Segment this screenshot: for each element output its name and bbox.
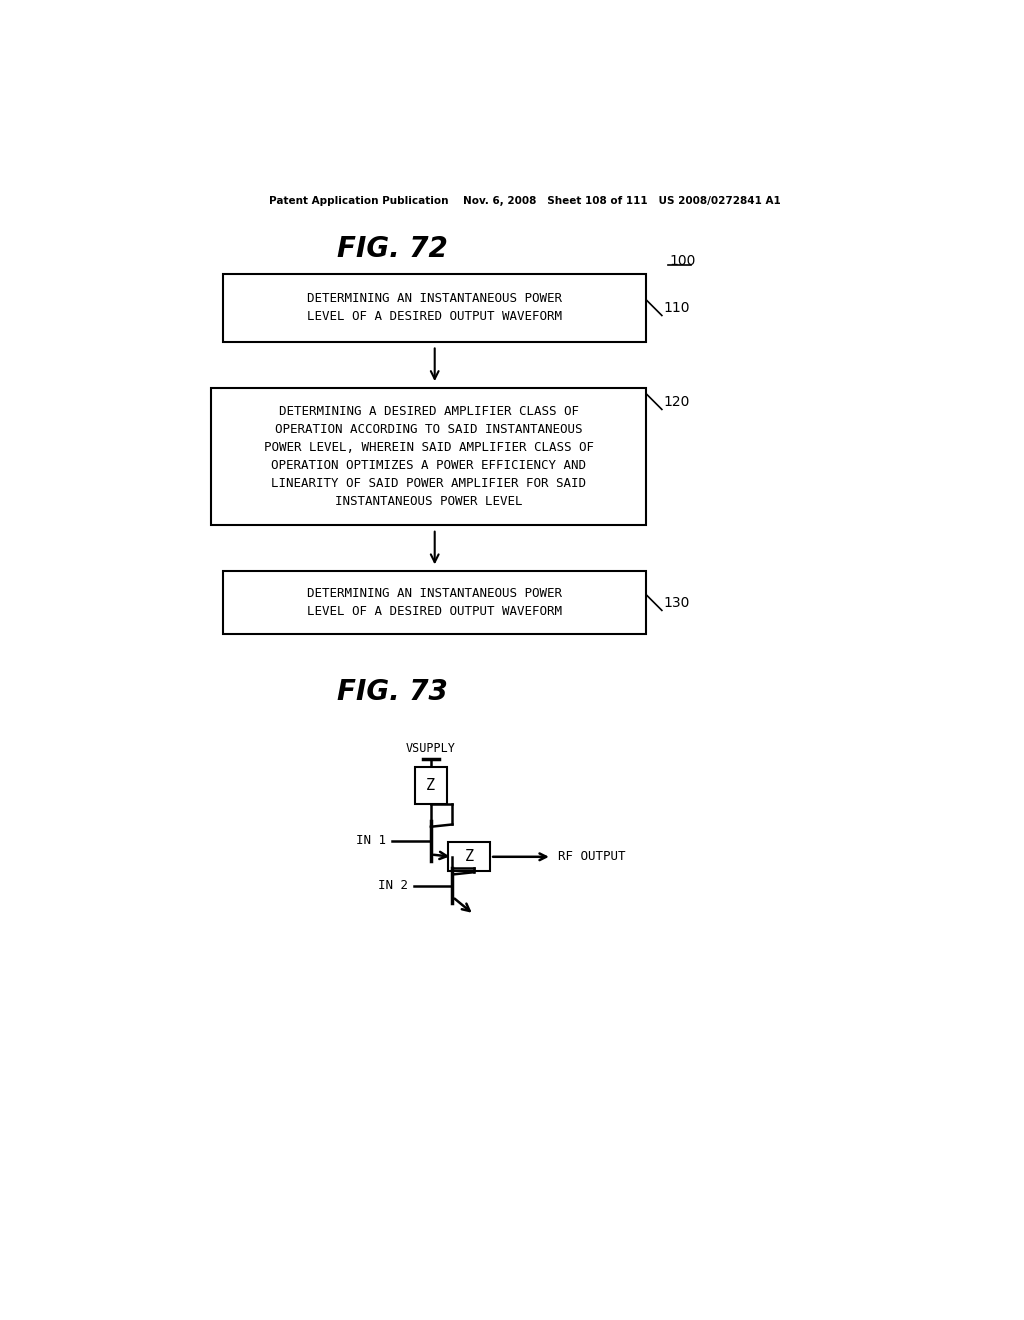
Text: IN 2: IN 2	[378, 879, 408, 892]
Text: DETERMINING AN INSTANTANEOUS POWER
LEVEL OF A DESIRED OUTPUT WAVEFORM: DETERMINING AN INSTANTANEOUS POWER LEVEL…	[307, 292, 562, 323]
Text: 120: 120	[664, 395, 690, 409]
Bar	[211, 388, 646, 525]
Text: Z: Z	[465, 849, 473, 865]
Text: Z: Z	[426, 777, 435, 793]
Bar	[415, 767, 447, 804]
Text: DETERMINING A DESIRED AMPLIFIER CLASS OF
OPERATION ACCORDING TO SAID INSTANTANEO: DETERMINING A DESIRED AMPLIFIER CLASS OF…	[264, 405, 594, 508]
Text: 130: 130	[664, 595, 690, 610]
Bar	[223, 572, 646, 635]
Text: IN 1: IN 1	[356, 834, 386, 847]
Text: RF OUTPUT: RF OUTPUT	[558, 850, 626, 863]
Text: 100: 100	[670, 253, 696, 268]
Text: VSUPPLY: VSUPPLY	[406, 742, 456, 755]
Bar	[447, 842, 490, 871]
Bar	[223, 275, 646, 342]
Text: FIG. 73: FIG. 73	[337, 678, 447, 706]
Text: 110: 110	[664, 301, 690, 314]
Text: Patent Application Publication    Nov. 6, 2008   Sheet 108 of 111   US 2008/0272: Patent Application Publication Nov. 6, 2…	[269, 195, 780, 206]
Text: FIG. 72: FIG. 72	[337, 235, 447, 263]
Text: DETERMINING AN INSTANTANEOUS POWER
LEVEL OF A DESIRED OUTPUT WAVEFORM: DETERMINING AN INSTANTANEOUS POWER LEVEL…	[307, 587, 562, 618]
